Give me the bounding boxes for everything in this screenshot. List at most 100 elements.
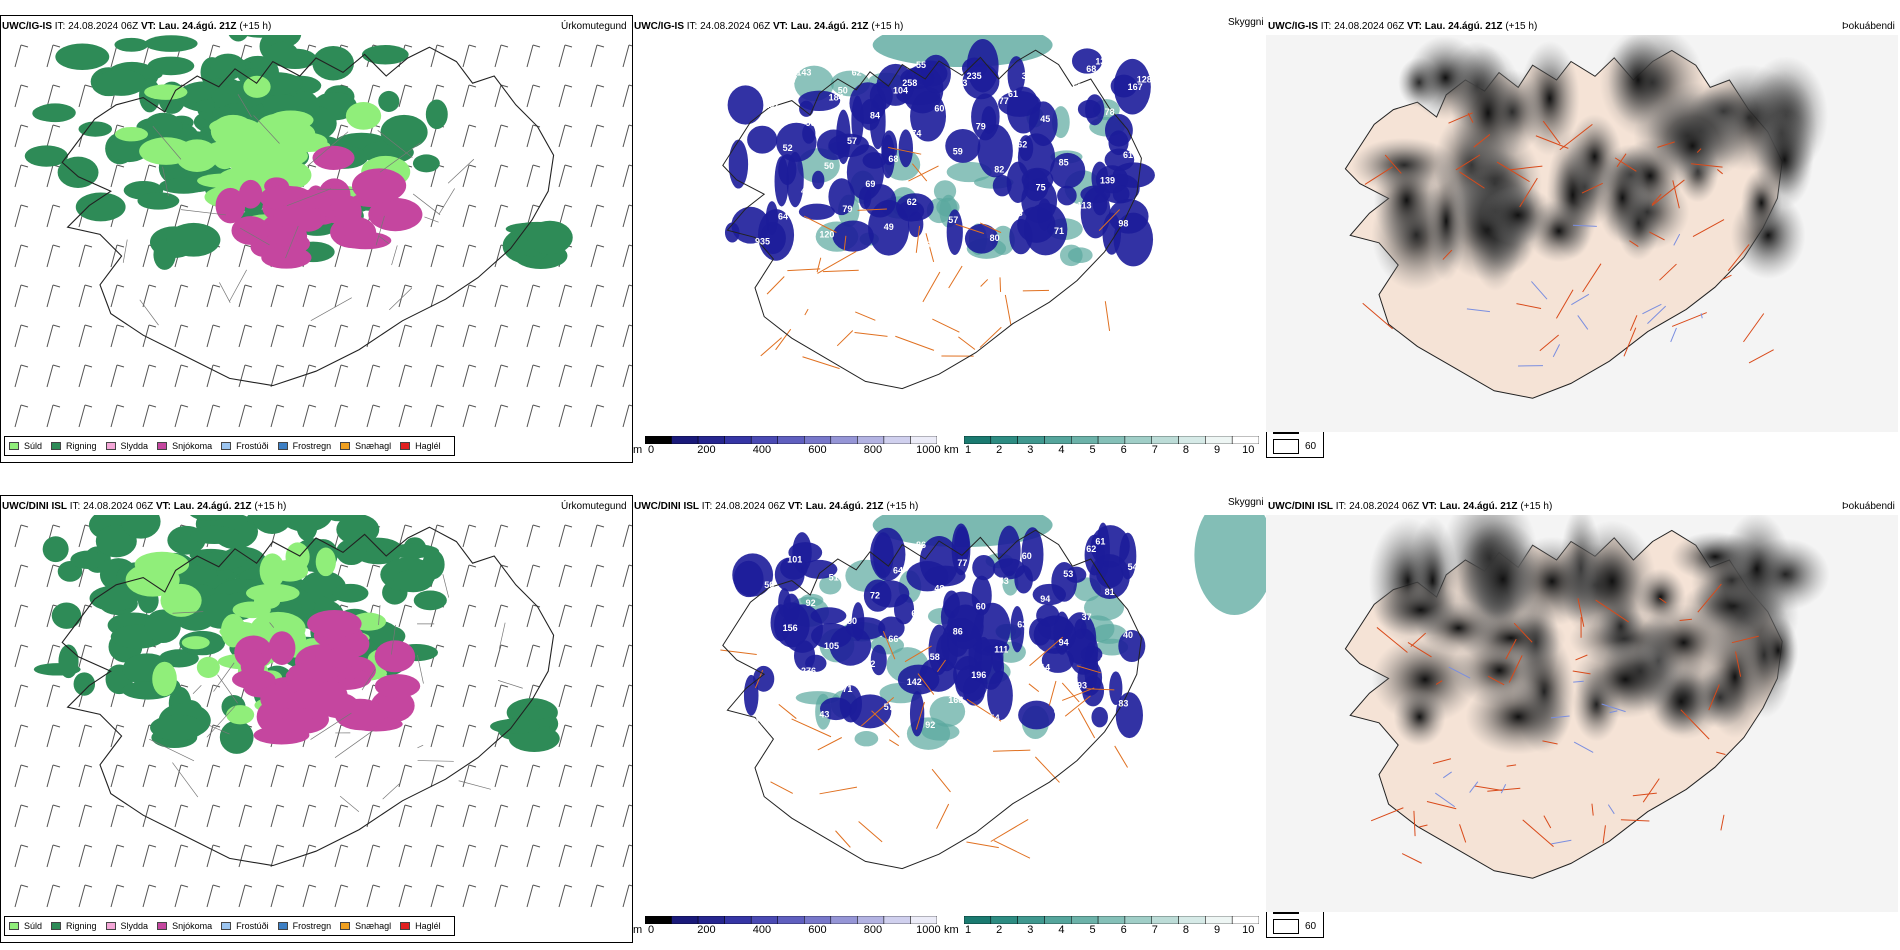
- legend-item: Súld: [9, 921, 42, 931]
- header-vt: VT: Lau. 24.ágú. 21Z: [155, 501, 252, 512]
- header-it: IT: 24.08.2024 06Z: [699, 501, 788, 512]
- header-lead: (+15 h): [1502, 21, 1538, 32]
- visibility-label: 90: [746, 57, 756, 67]
- header-vt: VT: Lau. 24.ágú. 21Z: [1406, 21, 1503, 32]
- visibility-label: 64: [893, 565, 903, 575]
- colorbar-tick-label: 6: [1120, 444, 1127, 456]
- cloudbase-unit: m: [633, 924, 643, 936]
- colorbar-tick-label: 800: [863, 444, 883, 456]
- visibility-label: 52: [783, 143, 793, 153]
- colorbar-tick-label: 400: [752, 444, 772, 456]
- visibility-label: 276: [801, 666, 816, 676]
- visibility-label: 62: [852, 67, 862, 77]
- visibility-label: 156: [783, 623, 798, 633]
- colorbar-tick-label: 200: [697, 444, 716, 456]
- legend-item: Haglél: [400, 441, 441, 451]
- visibility-label: 201: [1031, 64, 1046, 74]
- visibility-label: 55: [916, 60, 926, 70]
- legend-label: Súld: [24, 441, 43, 451]
- visibility-label: 167: [1128, 82, 1143, 92]
- fog-legend-swatch: [1273, 919, 1299, 934]
- visibility-label: 54: [1128, 562, 1138, 572]
- visibility-label: 87: [773, 93, 783, 103]
- legend-item: Súld: [9, 441, 42, 451]
- visibility-label: 86: [953, 627, 963, 637]
- visibility-label: 935: [755, 237, 770, 247]
- visibility-label: 49: [1054, 706, 1064, 716]
- legend-label: Snæhagl: [355, 921, 392, 931]
- panel-header-visibility: UWC/DINI ISL IT: 24.08.2024 06Z VT: Lau.…: [634, 501, 918, 513]
- visibility-label: 50: [838, 85, 848, 95]
- visibility-label: 85: [1059, 157, 1069, 167]
- legend-label: Slydda: [120, 441, 149, 451]
- visibility-label: 64: [778, 211, 788, 221]
- colorbar-tick-label: 6: [1120, 924, 1127, 936]
- visibility-label: 72: [865, 659, 875, 669]
- visibility-label: 98: [1118, 219, 1128, 229]
- visibility-label: 62: [907, 197, 917, 207]
- precip-legend: Súld Rigning Slydda Snjókoma Frostúði Frostre…: [4, 436, 455, 456]
- visibility-map: 90 55 68 62 36 57 73 167 104 110 184 77 107 60 78 84 45 9…: [722, 35, 1156, 390]
- visibility-label: 72: [870, 591, 880, 601]
- visibility-label: 60: [976, 601, 986, 611]
- visibility-label: 57: [884, 702, 894, 712]
- visibility-label: 53: [999, 576, 1009, 586]
- visibility-label: 59: [953, 147, 963, 157]
- visibility-label: 258: [902, 78, 917, 88]
- panel-header-visibility: UWC/IG-IS IT: 24.08.2024 06Z VT: Lau. 24…: [634, 21, 903, 33]
- fog-map: [1266, 515, 1898, 912]
- visibility-label: 71: [1054, 226, 1064, 236]
- visibility-label: 93: [1077, 681, 1087, 691]
- colorbar-tick-label: 1000: [916, 444, 941, 456]
- legend-label: Frostregn: [292, 441, 332, 451]
- legend-swatch: [340, 442, 351, 450]
- field-name-fog: Þokuábendi: [1842, 501, 1895, 512]
- visibility-label: 92: [806, 598, 816, 608]
- legend-item: Frostregn: [277, 441, 332, 451]
- visibility-colorbar: km 1 2 3 4 5 6 7 8 9 10: [944, 916, 1264, 940]
- visibility-label: 69: [865, 179, 875, 189]
- panel-header-fog: UWC/DINI ISL IT: 24.08.2024 06Z VT: Lau.…: [1268, 501, 1552, 513]
- visibility-label: 111: [944, 96, 958, 106]
- panel-header-precip: UWC/DINI ISL IT: 24.08.2024 06Z VT: Lau.…: [2, 501, 286, 513]
- header-model: UWC/DINI ISL: [2, 501, 67, 512]
- visibility-label: 71: [842, 684, 852, 694]
- visibility-label: 45: [1040, 114, 1050, 124]
- visibility-label: 139: [1100, 175, 1115, 185]
- fog-legend-label: 60: [1305, 921, 1317, 932]
- header-lead: (+15 h): [251, 501, 287, 512]
- colorbar-tick-label: 0: [647, 924, 655, 936]
- legend-label: Rigning: [66, 921, 97, 931]
- visibility-label: 50: [847, 616, 857, 626]
- visibility-label: 114: [1036, 663, 1051, 673]
- visibility-label: 78: [746, 537, 756, 547]
- visibility-label: 104: [893, 85, 908, 95]
- colorbar-tick-label: 9: [1214, 444, 1221, 456]
- header-lead: (+15 h): [868, 21, 904, 32]
- visibility-label: 84: [870, 111, 880, 121]
- visibility-label: 74: [1013, 688, 1023, 698]
- field-name-precip: Úrkomutegund: [561, 21, 627, 32]
- visibility-label: 678: [925, 240, 940, 250]
- colorbar-tick-label: 800: [863, 924, 883, 936]
- visibility-label: 62: [1086, 544, 1096, 554]
- legend-swatch: [157, 922, 168, 930]
- visibility-label: 63: [1017, 619, 1027, 629]
- visibility-label: 60: [911, 609, 921, 619]
- legend-label: Haglél: [415, 441, 441, 451]
- visibility-label: 79: [842, 204, 852, 214]
- header-it: IT: 24.08.2024 06Z: [1318, 21, 1407, 32]
- visibility-label: 170: [755, 717, 770, 727]
- legend-swatch: [105, 442, 116, 450]
- colorbar-tick-label: 2: [996, 444, 1003, 456]
- cloudbase-colorbar: m 0 200 400 600 800 1000: [633, 916, 941, 940]
- legend-item: Rigning: [51, 441, 97, 451]
- precip-map: [14, 35, 632, 428]
- visibility-label: 48: [801, 186, 811, 196]
- colorbar-tick-label: 600: [808, 444, 827, 456]
- precip-map: [14, 515, 632, 908]
- visibility-label: 74: [911, 129, 921, 139]
- visibility-label: 95: [806, 118, 816, 128]
- panel-header-fog: UWC/IG-IS IT: 24.08.2024 06Z VT: Lau. 24…: [1268, 21, 1537, 33]
- header-model: UWC/DINI ISL: [634, 501, 699, 512]
